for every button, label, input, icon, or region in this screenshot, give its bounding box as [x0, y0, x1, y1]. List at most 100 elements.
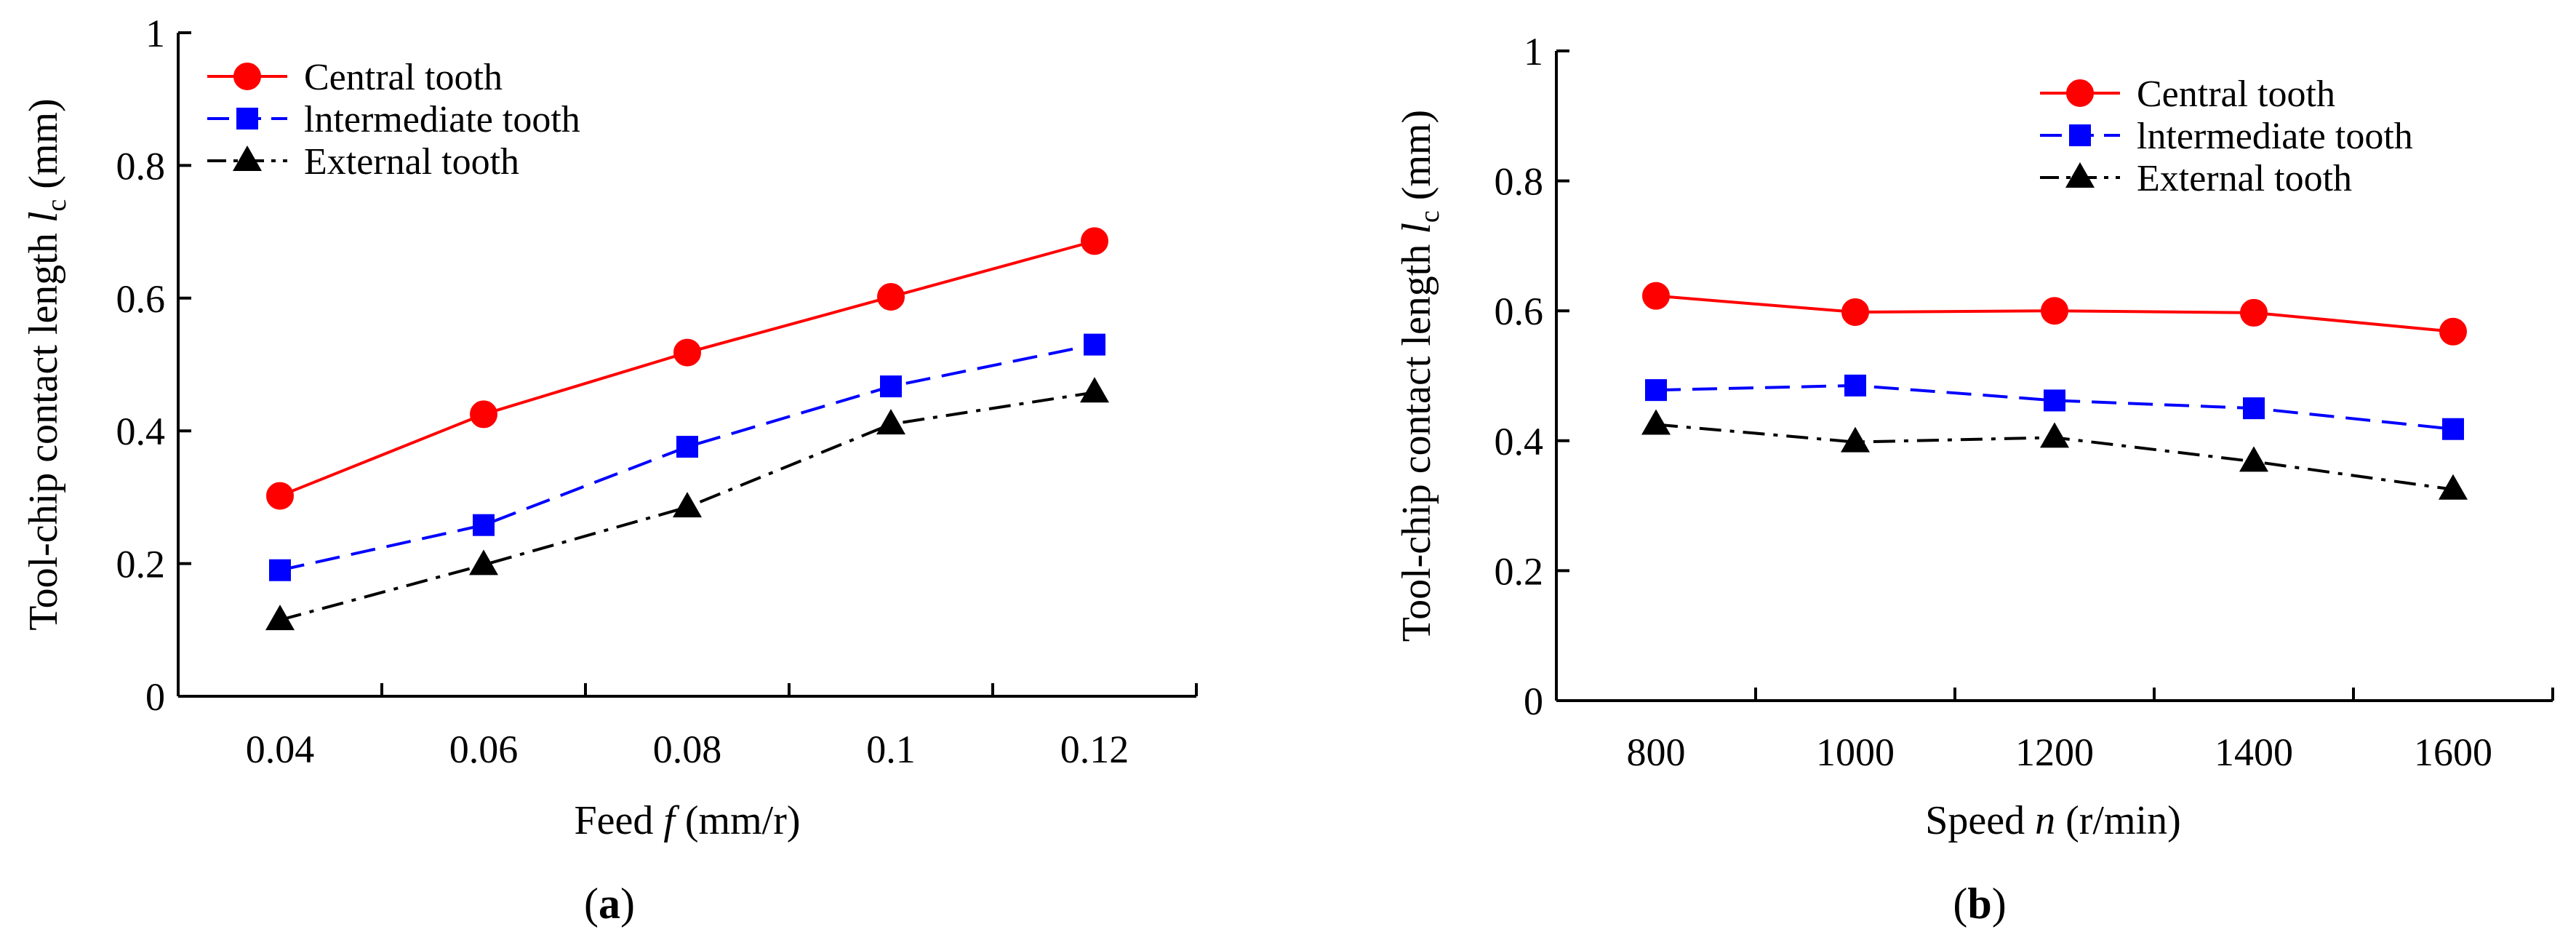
y-tick-label: 0: [1524, 680, 1543, 723]
data-point: [470, 400, 497, 429]
data-point: [676, 436, 698, 458]
legend-marker: [233, 63, 261, 90]
x-tick-label: 1200: [2015, 730, 2094, 774]
legend-marker: [2065, 162, 2095, 188]
data-point: [1642, 282, 1670, 310]
x-tick-label: 0.12: [1060, 728, 1129, 771]
y-axis-title-variable: l: [21, 212, 66, 223]
legend-marker: [233, 146, 262, 171]
y-tick-label: 0.2: [116, 543, 166, 586]
legend-label: Central tooth: [304, 57, 503, 98]
data-point: [266, 482, 294, 510]
x-axis-title-text: Feed: [574, 798, 663, 843]
y-axis-title: Tool-chip contact length lc (mm): [21, 98, 72, 630]
panel-caption: (b): [1953, 880, 2006, 928]
x-axis-title: Feed f (mm/r): [574, 798, 800, 843]
data-point: [469, 549, 498, 575]
panel-caption-open: (: [1953, 880, 1967, 928]
series-2: [265, 377, 1109, 631]
y-tick-label: 0.4: [116, 410, 166, 453]
chart-panel-a: 0 0.2 0.4 0.6 0.8 1 0.04 0.06 0.08 0.1 0.12 Feed f …: [21, 12, 1198, 928]
data-point: [2243, 397, 2265, 420]
y-axis-title-text: Tool-chip contact length: [21, 223, 66, 631]
data-point: [1844, 374, 1866, 397]
panel-caption-letter: b: [1967, 880, 1991, 928]
series-line: [279, 391, 1095, 622]
x-tick-label: 0.06: [449, 728, 519, 771]
data-point: [877, 282, 905, 311]
x-tick-label: 0.08: [653, 728, 722, 771]
series-1: [1645, 374, 2464, 440]
x-tick-label: 1400: [2215, 730, 2293, 774]
legend-label: Central tooth: [2137, 73, 2335, 115]
x-tick-label: 1600: [2414, 730, 2492, 774]
legend-marker: [236, 108, 258, 130]
data-point: [2044, 389, 2065, 412]
x-tick-label: 1000: [1816, 730, 1895, 774]
y-tick-label: 0.6: [116, 277, 166, 321]
data-point: [1081, 227, 1108, 255]
series-0: [266, 227, 1108, 510]
data-point: [269, 559, 291, 581]
legend-label: lntermediate tooth: [2137, 116, 2413, 157]
y-tick-label: 1: [145, 12, 165, 55]
data-point: [2439, 317, 2467, 346]
y-tick-label: 0: [145, 675, 165, 719]
legend-label: lntermediate tooth: [304, 99, 580, 140]
legend-marker: [2066, 79, 2094, 107]
legend-label: External tooth: [2137, 158, 2352, 199]
data-point: [876, 409, 905, 435]
y-tick-label: 1: [1524, 30, 1543, 73]
x-axis-title: Speed n (r/min): [1925, 798, 2180, 843]
data-point: [2442, 418, 2464, 440]
panel-caption: (a): [584, 880, 635, 928]
y-tick-label: 0.6: [1495, 290, 1544, 333]
data-point: [2041, 297, 2068, 325]
data-point: [2040, 422, 2069, 448]
y-tick-label: 0.8: [116, 144, 166, 188]
y-axis-title-subscript: c: [41, 199, 72, 212]
series-0: [1642, 282, 2467, 346]
x-axis-title-unit: (mm/r): [675, 798, 801, 843]
y-tick-label: 0.2: [1495, 549, 1544, 593]
y-tick-label: 0.4: [1495, 420, 1544, 463]
series-line: [1655, 383, 2454, 431]
data-point: [2239, 446, 2268, 472]
x-tick-label: 800: [1627, 730, 1686, 774]
panel-caption-open: (: [584, 880, 599, 928]
data-point: [1084, 333, 1105, 356]
series-line: [279, 343, 1095, 572]
data-point: [673, 492, 702, 518]
series-2: [1641, 409, 2468, 500]
x-axis-title-variable: n: [2035, 798, 2055, 843]
data-point: [473, 514, 495, 536]
data-point: [1641, 409, 1671, 435]
y-axis-title-text: Tool-chip contact length: [1394, 234, 1439, 642]
data-point: [880, 375, 902, 398]
y-axis-title-subscript: c: [1415, 210, 1445, 223]
data-point: [1841, 426, 1870, 453]
data-point: [1645, 379, 1667, 402]
panel-caption-close: ): [620, 880, 635, 928]
y-axis-title-variable: l: [1394, 223, 1439, 234]
x-axis-title-text: Speed: [1925, 798, 2035, 843]
y-tick-label: 0.8: [1495, 160, 1544, 204]
legend-marker: [2069, 124, 2091, 146]
x-axis-title-unit: (r/min): [2055, 798, 2181, 843]
chart-panel-b: 0 0.2 0.4 0.6 0.8 1 800 1000 1200 1400 1600 Speed n…: [1394, 30, 2554, 928]
x-tick-label: 0.04: [246, 728, 315, 771]
panel-caption-letter: a: [599, 880, 620, 928]
x-tick-label: 0.1: [866, 728, 916, 771]
y-axis-title-unit: (mm): [1394, 110, 1439, 210]
y-axis-title: Tool-chip contact length lc (mm): [1394, 110, 1445, 642]
data-point: [1841, 298, 1869, 326]
data-point: [265, 605, 295, 631]
y-axis-title-unit: (mm): [21, 98, 66, 199]
data-point: [673, 338, 701, 367]
data-point: [1080, 377, 1109, 403]
series-1: [269, 333, 1105, 581]
legend-label: External tooth: [304, 141, 519, 183]
